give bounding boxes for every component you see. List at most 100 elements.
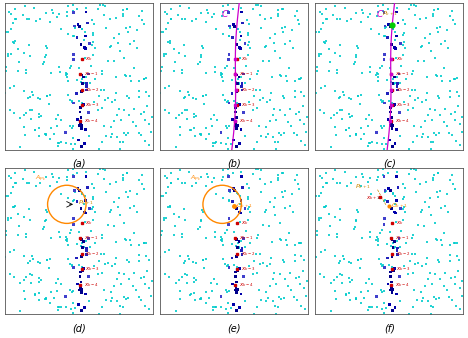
Text: $x_{k-2}$: $x_{k-2}$ bbox=[396, 250, 410, 258]
Point bbox=[77, 42, 85, 47]
Point bbox=[148, 279, 155, 284]
Point bbox=[234, 27, 241, 32]
Point bbox=[391, 201, 399, 207]
Point bbox=[121, 72, 129, 78]
Point bbox=[266, 119, 273, 124]
Point bbox=[36, 279, 43, 284]
Point bbox=[412, 3, 420, 8]
Point bbox=[427, 311, 435, 316]
Point bbox=[190, 276, 198, 281]
Point bbox=[276, 220, 283, 225]
Text: $x_{k-1}$: $x_{k-1}$ bbox=[239, 234, 254, 242]
Point bbox=[211, 141, 219, 146]
Point bbox=[233, 237, 241, 242]
Point bbox=[238, 81, 246, 87]
Point bbox=[227, 24, 234, 30]
Point bbox=[158, 64, 165, 69]
Point bbox=[234, 1, 241, 6]
Point bbox=[81, 193, 88, 198]
Point bbox=[119, 175, 126, 181]
Point bbox=[45, 101, 53, 106]
Point bbox=[232, 269, 239, 275]
Point bbox=[57, 27, 65, 32]
Point bbox=[176, 50, 183, 55]
Point bbox=[410, 123, 418, 128]
Text: $x_{k-2}$: $x_{k-2}$ bbox=[85, 86, 100, 94]
Point bbox=[124, 6, 131, 12]
Point bbox=[274, 304, 282, 309]
Point bbox=[91, 76, 99, 81]
Point bbox=[83, 84, 90, 89]
Point bbox=[368, 281, 376, 287]
Point bbox=[231, 287, 239, 293]
Point bbox=[80, 80, 88, 86]
Point bbox=[446, 243, 453, 248]
Point bbox=[76, 24, 83, 29]
Text: $x_{k-3}$: $x_{k-3}$ bbox=[241, 101, 255, 108]
Point bbox=[413, 133, 420, 139]
Point bbox=[197, 174, 205, 180]
Point bbox=[346, 297, 354, 303]
Point bbox=[297, 303, 304, 308]
Point bbox=[385, 186, 392, 191]
Point bbox=[64, 243, 72, 248]
Point bbox=[70, 174, 77, 179]
Point bbox=[410, 166, 417, 172]
Point bbox=[167, 203, 174, 209]
Point bbox=[329, 176, 337, 182]
Point bbox=[64, 257, 72, 262]
Point bbox=[160, 29, 167, 34]
Point bbox=[244, 17, 251, 22]
Point bbox=[66, 97, 74, 102]
Point bbox=[279, 30, 287, 35]
Point bbox=[374, 72, 381, 77]
Point bbox=[234, 245, 241, 250]
Point bbox=[54, 308, 61, 313]
Point bbox=[148, 115, 155, 120]
Point bbox=[26, 53, 33, 58]
Point bbox=[393, 127, 400, 132]
Point bbox=[198, 207, 205, 213]
Point bbox=[124, 30, 132, 35]
Point bbox=[104, 222, 111, 228]
Point bbox=[322, 16, 330, 22]
Point bbox=[329, 12, 337, 18]
Point bbox=[178, 232, 185, 237]
Point bbox=[163, 11, 170, 17]
Point bbox=[181, 43, 188, 48]
Point bbox=[203, 235, 210, 240]
Point bbox=[271, 195, 278, 201]
Point bbox=[244, 194, 252, 200]
Point bbox=[2, 193, 9, 198]
Point bbox=[274, 177, 282, 183]
Point bbox=[197, 296, 204, 301]
Point bbox=[239, 20, 246, 26]
Point bbox=[315, 51, 322, 56]
Point bbox=[233, 115, 240, 120]
Point bbox=[380, 198, 388, 203]
Point bbox=[89, 30, 96, 35]
Point bbox=[66, 66, 73, 71]
Point bbox=[392, 210, 400, 216]
Point bbox=[401, 263, 408, 269]
Point bbox=[389, 103, 397, 109]
Point bbox=[247, 76, 254, 81]
Point bbox=[64, 10, 71, 15]
Point bbox=[117, 117, 124, 123]
Point bbox=[271, 31, 278, 37]
Point bbox=[202, 137, 209, 142]
Point bbox=[81, 29, 88, 34]
Text: $A_{p_k}$: $A_{p_k}$ bbox=[35, 174, 46, 184]
Point bbox=[166, 40, 174, 45]
Point bbox=[231, 123, 239, 128]
Point bbox=[219, 174, 226, 179]
Text: $O_{k+1}$: $O_{k+1}$ bbox=[391, 201, 408, 210]
Point bbox=[64, 3, 71, 8]
Point bbox=[219, 257, 227, 262]
Point bbox=[441, 66, 448, 71]
Point bbox=[41, 296, 49, 301]
Point bbox=[397, 228, 405, 234]
Point bbox=[375, 31, 382, 37]
Point bbox=[394, 245, 401, 251]
Point bbox=[235, 81, 242, 87]
